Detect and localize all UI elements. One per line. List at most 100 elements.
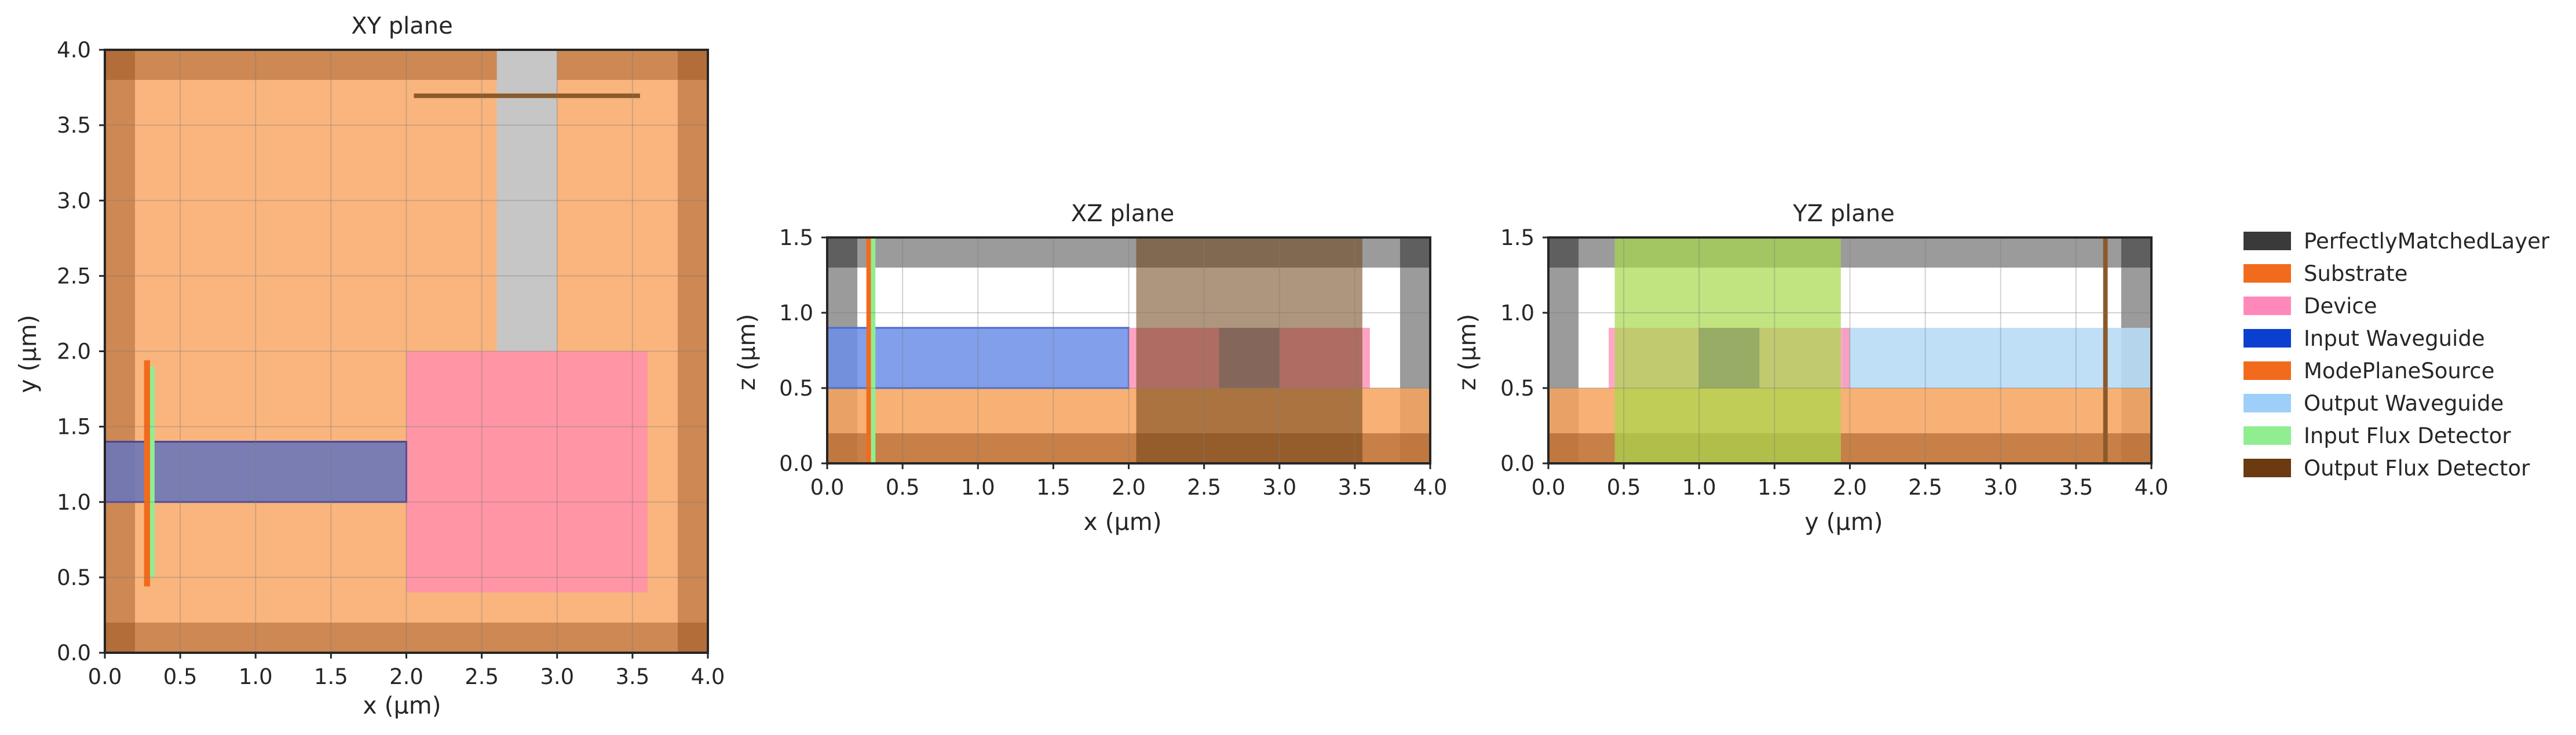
yz-region-input-waveguide (1699, 328, 1760, 388)
xz-x-tick-label: 1.5 (1036, 475, 1070, 500)
legend-swatch (2244, 426, 2291, 445)
xy-y-tick-label: 3.0 (57, 188, 91, 213)
xy-region-mode-source (144, 360, 151, 587)
xy-x-ticks: 0.0 0.5 1.0 1.5 2.0 2.5 3.0 3.5 4.0 (88, 653, 725, 689)
yz-x-tick-label: 0.5 (1607, 475, 1641, 500)
xy-x-tick-label: 3.0 (540, 664, 574, 689)
xy-y-tick-label: 4.0 (57, 38, 91, 63)
legend-label: PerfectlyMatchedLayer (2304, 229, 2550, 254)
yz-y-tick-label: 0.0 (1500, 451, 1534, 476)
yz-y-tick-label: 0.5 (1500, 376, 1534, 401)
legend-item: Output Waveguide (2244, 391, 2504, 416)
xz-x-tick-label: 2.5 (1187, 475, 1221, 500)
legend-label: Input Flux Detector (2304, 423, 2511, 448)
xy-region-device (406, 351, 648, 593)
yz-regions (1548, 237, 2151, 463)
xz-x-tick-label: 0.0 (810, 475, 845, 500)
xz-x-tick-label: 0.5 (886, 475, 920, 500)
legend-swatch (2244, 264, 2291, 283)
legend-item: Substrate (2244, 261, 2407, 286)
xy-y-tick-label: 3.5 (57, 113, 91, 138)
xz-region-input-waveguide (826, 327, 1130, 389)
legend-swatch (2244, 394, 2291, 412)
xz-x-tick-label: 3.0 (1262, 475, 1296, 500)
xy-y-tick-label: 2.0 (57, 339, 91, 364)
yz-x-tick-label: 1.0 (1682, 475, 1716, 500)
xy-region-output-waveguide (496, 50, 557, 352)
xz-x-ticks: 0.0 0.5 1.0 1.5 2.0 2.5 3.0 3.5 4.0 (810, 463, 1448, 500)
xz-y-axis-label: z (µm) (733, 314, 761, 391)
xy-x-tick-label: 1.0 (239, 664, 273, 689)
yz-x-axis-label: y (µm) (1804, 508, 1883, 536)
legend-label: Output Flux Detector (2304, 456, 2530, 481)
xy-x-tick-label: 2.5 (465, 664, 499, 689)
xz-y-tick-label: 1.0 (779, 301, 813, 326)
yz-x-tick-label: 0.0 (1532, 475, 1566, 500)
legend-label: Substrate (2304, 261, 2407, 286)
yz-x-tick-label: 3.0 (1983, 475, 2018, 500)
yz-region-output-flux-detector (2103, 237, 2108, 463)
legend-item: Input Waveguide (2244, 326, 2485, 351)
xz-y-tick-label: 0.5 (779, 376, 813, 401)
panel-yz-plane: YZ plane 0.0 0.5 1.0 1.5 2.0 2.5 3.0 3.5 4.0 0.0… (1453, 200, 2168, 536)
legend-item: Input Flux Detector (2244, 423, 2511, 448)
xz-region-pml-corner-tl (827, 237, 858, 268)
xz-region-pml-corner-tr (1400, 237, 1430, 268)
yz-x-tick-label: 2.5 (1908, 475, 1942, 500)
yz-x-ticks: 0.0 0.5 1.0 1.5 2.0 2.5 3.0 3.5 4.0 (1532, 463, 2169, 500)
xy-region-pml-bottom (105, 622, 708, 653)
xz-y-tick-label: 0.0 (779, 451, 813, 476)
legend-item: Output Flux Detector (2244, 456, 2530, 481)
yz-x-tick-label: 4.0 (2135, 475, 2169, 500)
xz-x-tick-label: 4.0 (1413, 475, 1448, 500)
xz-y-tick-label: 1.5 (779, 225, 813, 250)
xy-y-ticks: 0.0 0.5 1.0 1.5 2.0 2.5 3.0 3.5 4.0 (57, 38, 105, 665)
yz-region-output-waveguide (1842, 328, 2151, 388)
xz-region-mode-source (866, 237, 871, 463)
xz-y-ticks: 0.0 0.5 1.0 1.5 (779, 225, 827, 476)
xy-y-tick-label: 1.0 (57, 490, 91, 515)
yz-y-ticks: 0.0 0.5 1.0 1.5 (1500, 225, 1548, 476)
xy-x-tick-label: 3.5 (615, 664, 649, 689)
legend-swatch (2244, 459, 2291, 477)
panel-xy-plane: XY plane 0.0 0.5 1.0 1.5 2.0 2.5 3.0 3.5 4.0 0.0… (14, 13, 725, 719)
xy-y-tick-label: 1.5 (57, 415, 91, 440)
legend-item: Device (2244, 294, 2377, 319)
legend-label: Input Waveguide (2304, 326, 2485, 351)
xz-regions (826, 237, 1430, 463)
legend-label: ModePlaneSource (2304, 359, 2494, 383)
yz-y-tick-label: 1.0 (1500, 301, 1534, 326)
legend-label: Output Waveguide (2304, 391, 2504, 416)
xy-y-tick-label: 0.0 (57, 641, 91, 665)
panel-xz-title: XZ plane (1071, 200, 1175, 227)
legend-item: PerfectlyMatchedLayer (2244, 229, 2550, 254)
yz-y-tick-label: 1.5 (1500, 225, 1534, 250)
xy-region-input-flux-detector (150, 366, 155, 577)
yz-x-tick-label: 2.0 (1833, 475, 1867, 500)
panel-xy-title: XY plane (351, 13, 453, 39)
xy-y-axis-label: y (µm) (14, 315, 42, 393)
legend-swatch (2244, 297, 2291, 315)
xz-x-tick-label: 1.0 (961, 475, 995, 500)
panel-xz-plane: XZ plane 0.0 0.5 1.0 1.5 2.0 2.5 3.0 3.5 4.0 0.0… (733, 200, 1447, 536)
legend-label: Device (2304, 294, 2377, 319)
yz-y-axis-label: z (µm) (1453, 314, 1481, 391)
xz-x-tick-label: 3.5 (1338, 475, 1372, 500)
legend-item: ModePlaneSource (2244, 359, 2494, 383)
legend: PerfectlyMatchedLayer Substrate Device Inpu… (2244, 229, 2550, 481)
xy-y-tick-label: 0.5 (57, 565, 91, 590)
xy-y-tick-label: 2.5 (57, 264, 91, 288)
xz-region-input-flux-detector (871, 237, 876, 463)
yz-region-pml-corner-tl (1548, 237, 1579, 268)
xy-regions (104, 50, 708, 653)
xy-region-input-waveguide (104, 441, 407, 503)
yz-x-tick-label: 3.5 (2059, 475, 2093, 500)
xy-grid (104, 49, 708, 653)
legend-swatch (2244, 232, 2291, 250)
xz-region-output-flux-detector (1136, 237, 1362, 463)
legend-swatch (2244, 329, 2291, 348)
xy-x-tick-label: 4.0 (691, 664, 725, 689)
xy-region-pml-right (677, 50, 708, 653)
xy-x-axis-label: x (µm) (363, 692, 441, 719)
